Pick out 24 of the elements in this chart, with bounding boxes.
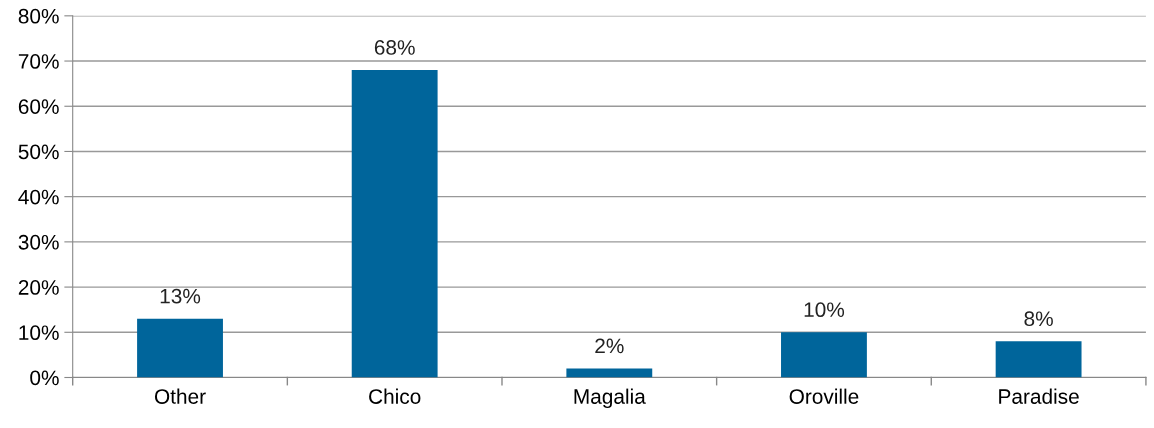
bar	[137, 318, 223, 378]
data-label: 68%	[374, 40, 415, 55]
y-tick-label: 0%	[30, 370, 59, 386]
y-tick-label: 50%	[18, 144, 59, 160]
data-label: 13%	[160, 288, 201, 304]
data-label: 8%	[1024, 311, 1053, 327]
bar	[995, 341, 1082, 378]
data-label: 10%	[804, 302, 845, 318]
x-tick-label: Oroville	[789, 388, 859, 404]
bar	[351, 70, 438, 378]
x-tick-label: Magalia	[574, 388, 646, 409]
y-tick-label: 40%	[18, 189, 59, 205]
x-tick-label: Other	[154, 388, 206, 404]
y-tick-label: 60%	[18, 99, 59, 114]
data-label: 2%	[595, 338, 624, 354]
y-tick-label: 20%	[18, 280, 59, 295]
x-tick-label: Paradise	[999, 388, 1079, 404]
y-tick-label: 30%	[18, 234, 59, 250]
y-tick-label: 80%	[18, 8, 59, 24]
bar	[781, 332, 867, 378]
y-tick-label: 70%	[18, 54, 59, 69]
y-tick-label: 10%	[19, 325, 59, 341]
bar	[566, 368, 653, 378]
x-tick-label: Chico	[369, 388, 421, 404]
